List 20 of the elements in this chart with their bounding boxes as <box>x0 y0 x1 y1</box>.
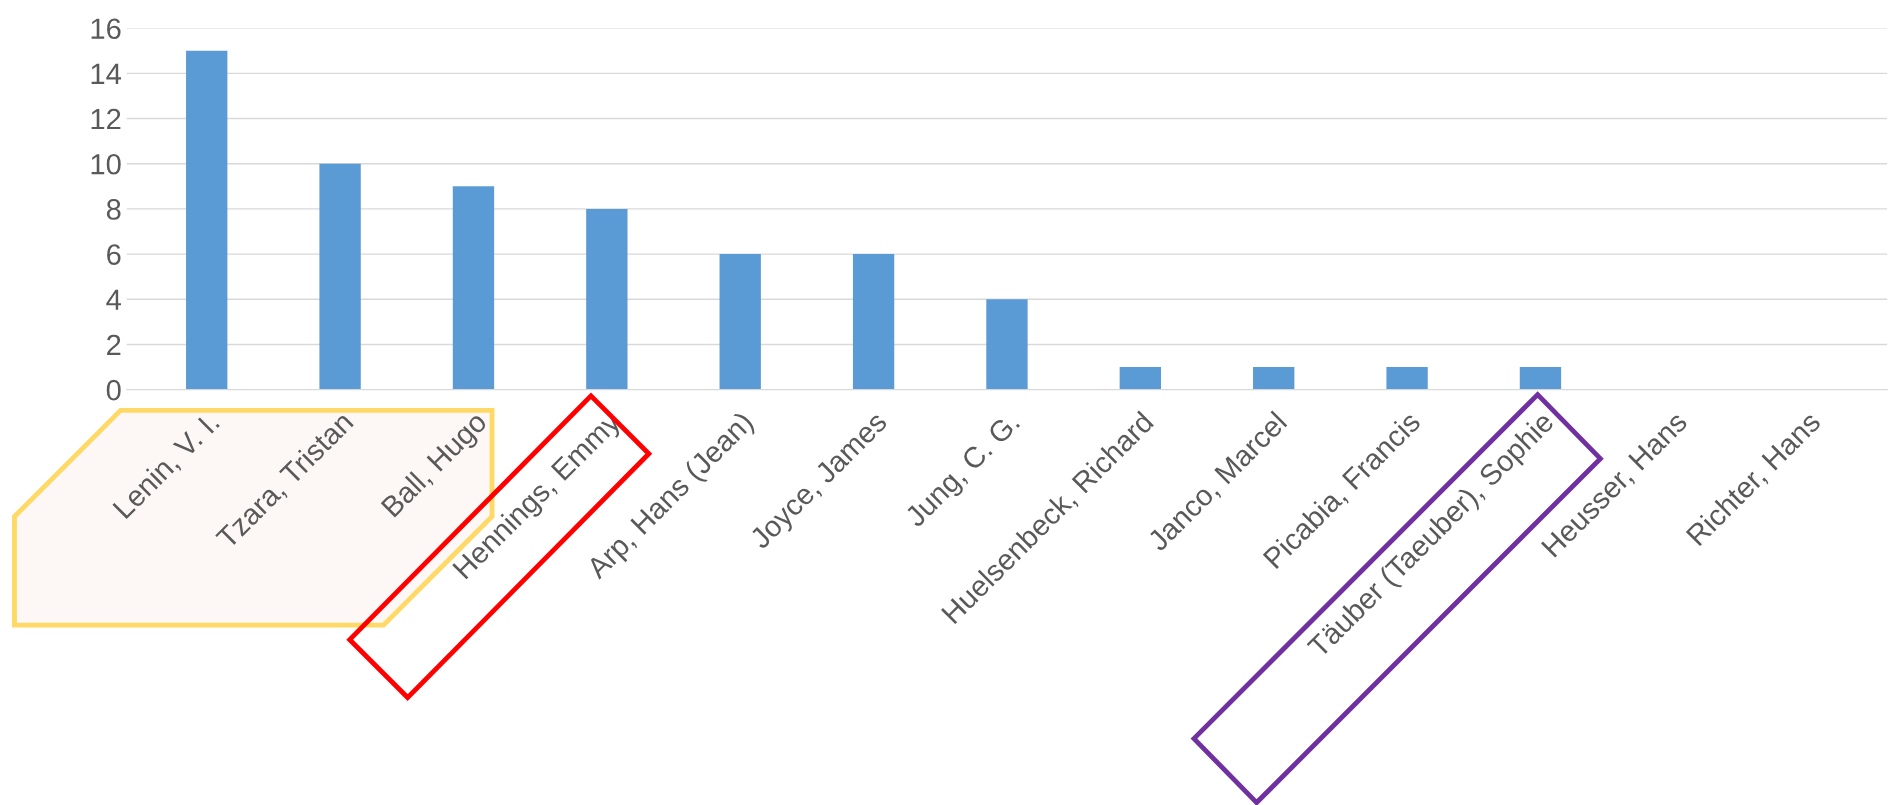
y-tick-label: 4 <box>106 289 121 310</box>
bar <box>1519 367 1562 390</box>
y-tick-label: 0 <box>106 379 121 401</box>
bar <box>852 254 895 390</box>
y-tick-label: 12 <box>91 108 121 130</box>
y-tick-label: 2 <box>107 334 121 356</box>
y-tick-label: 16 <box>91 18 121 40</box>
bar <box>452 186 495 390</box>
bar <box>986 299 1028 390</box>
bar <box>719 254 761 390</box>
bar <box>1386 367 1428 390</box>
bar <box>1253 367 1295 390</box>
bar <box>1119 367 1161 390</box>
bar <box>186 50 228 390</box>
y-tick-label: 14 <box>91 63 121 84</box>
bar <box>319 163 361 390</box>
y-tick-label: 10 <box>91 153 121 175</box>
y-tick-label: 8 <box>106 199 121 220</box>
y-tick-label: 6 <box>107 244 121 265</box>
bar <box>586 208 628 390</box>
